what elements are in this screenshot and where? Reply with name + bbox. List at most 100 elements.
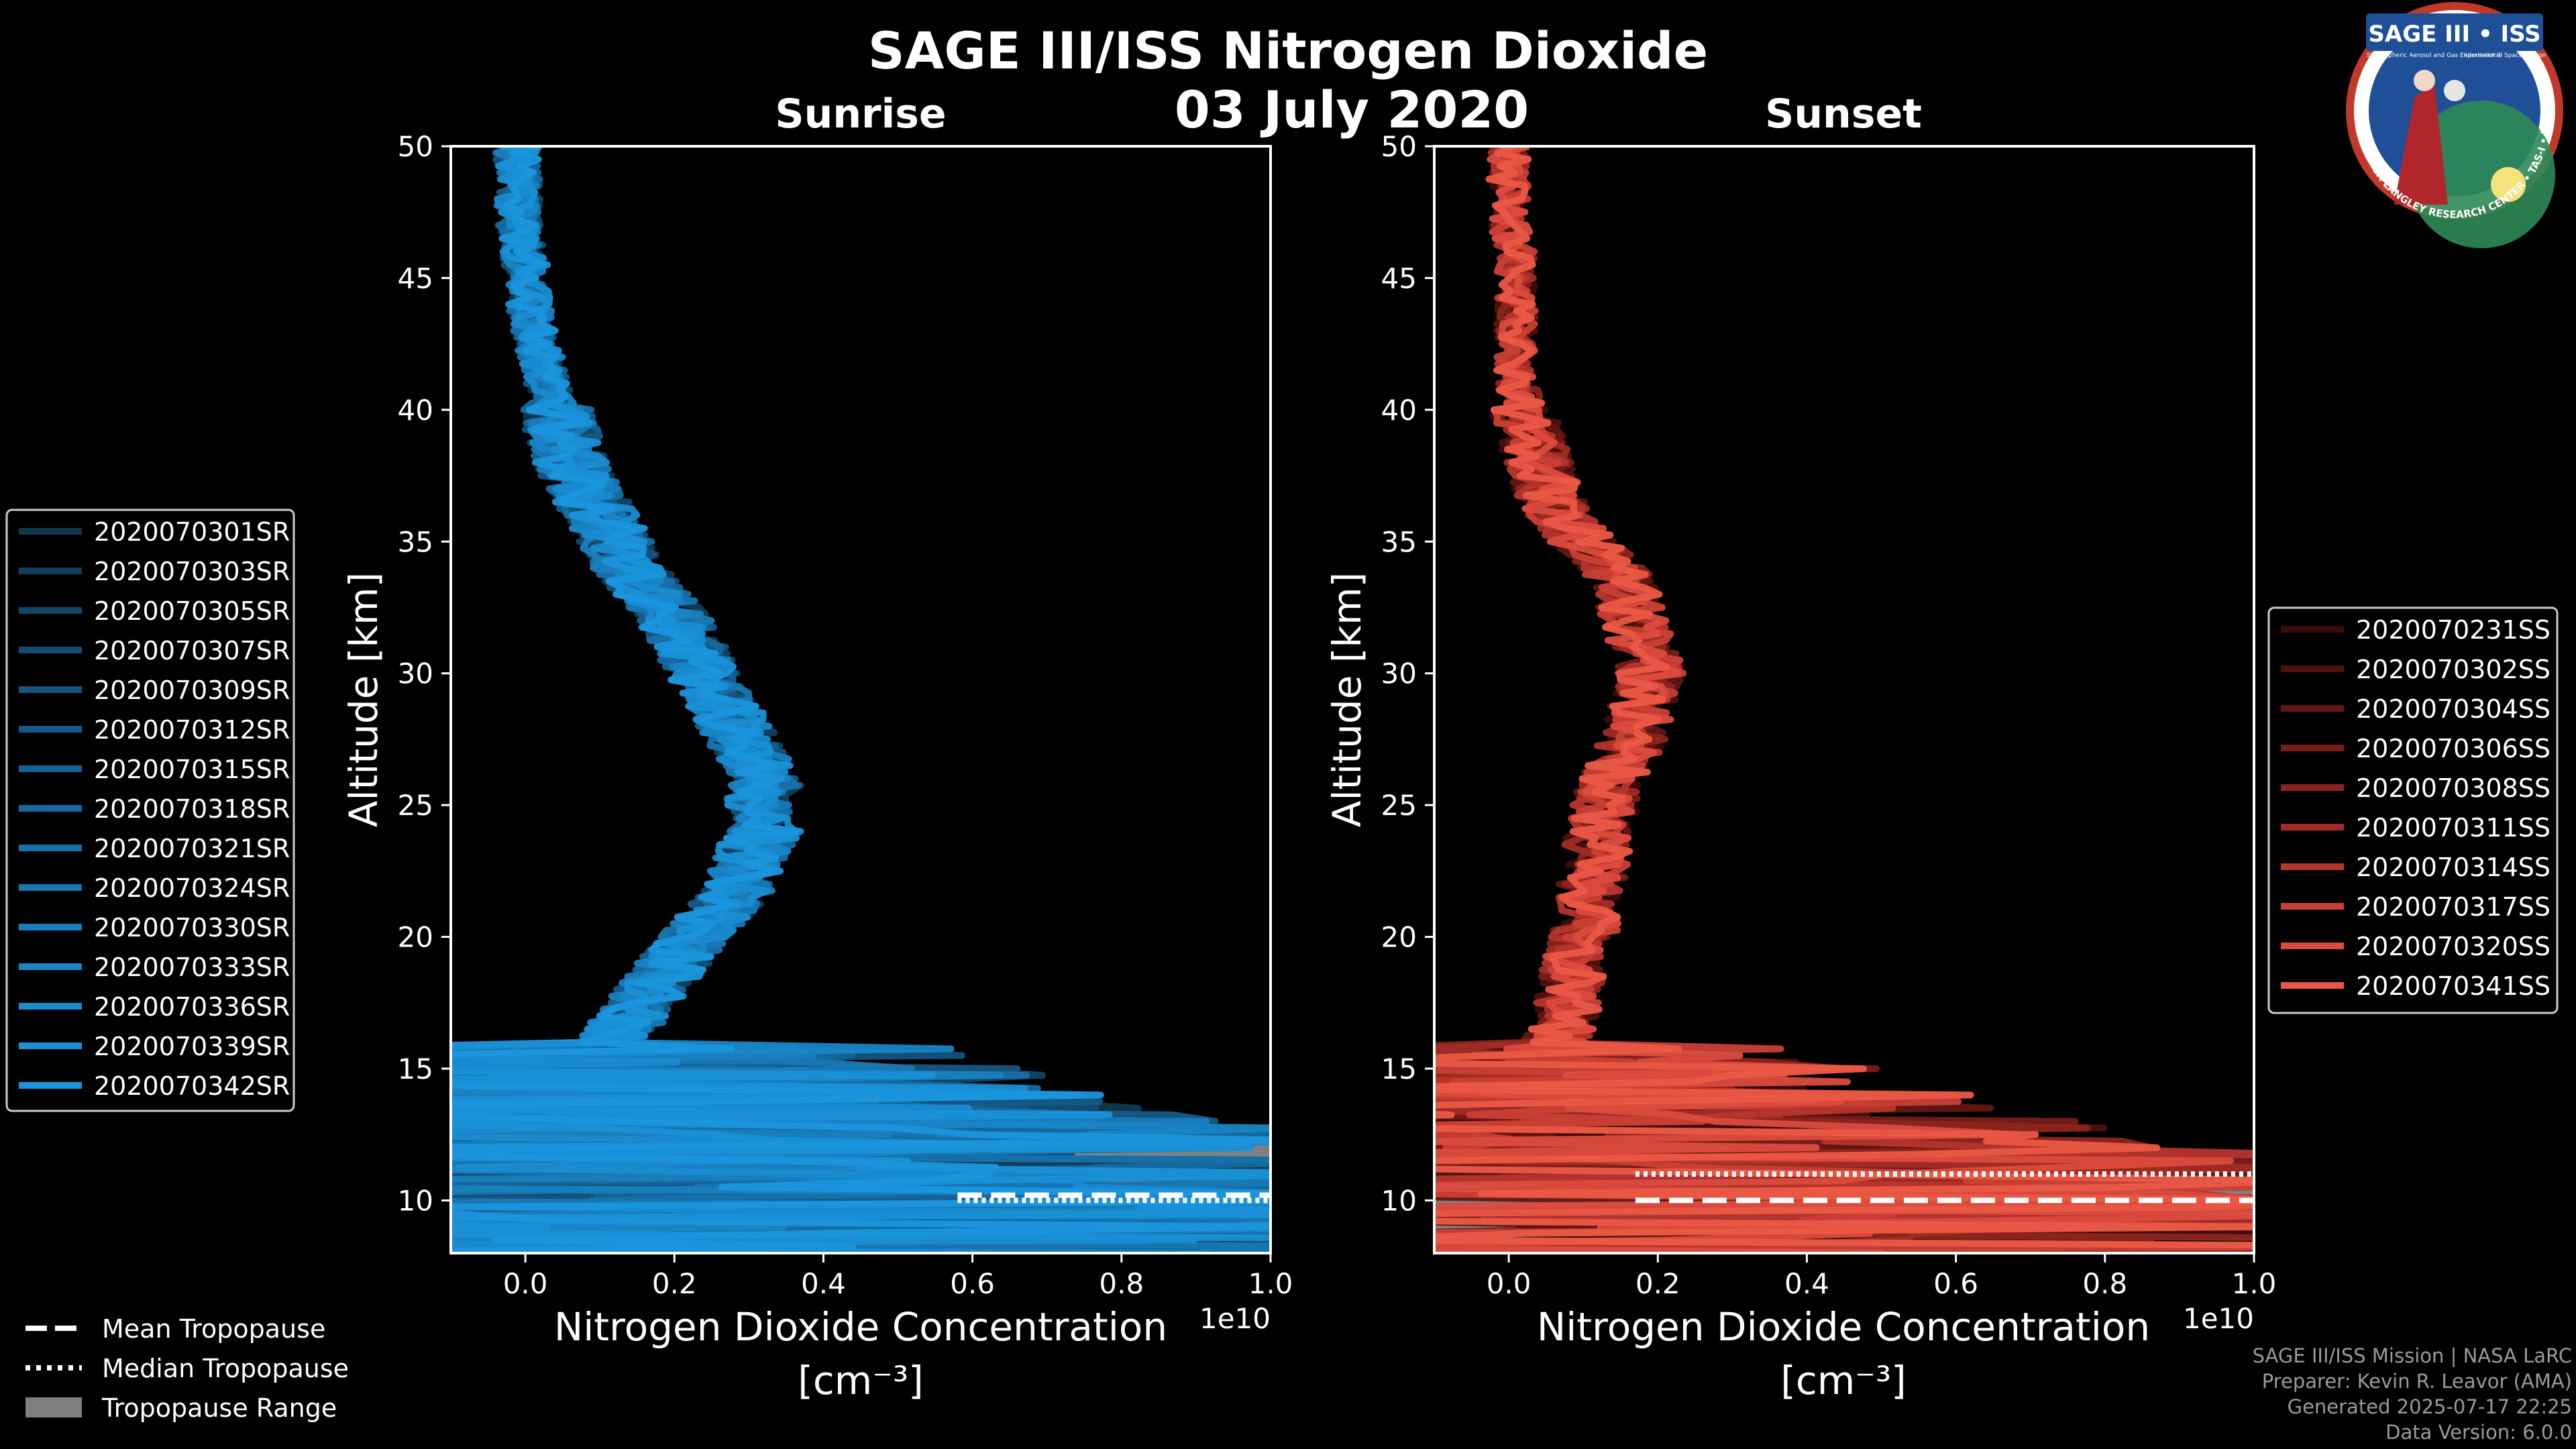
sunrise-plot-area <box>451 146 1271 1253</box>
sunset-legend-label: 2020070341SS <box>2356 971 2551 1001</box>
sunset-subtitle: Sunset <box>1765 91 1922 138</box>
sunset-xtick-label: 0.4 <box>1784 1267 1829 1300</box>
sunrise-ytick-label: 20 <box>398 921 433 954</box>
sunrise-legend-label: 2020070333SR <box>94 953 290 982</box>
sunrise-legend-box <box>5 508 295 1112</box>
sunrise-panel: Sunrise 0.0 0.2 0.4 0.6 0.8 1.0 10 15 20 25 30 35 40… <box>341 91 1293 1403</box>
sunrise-ticks: 0.0 0.2 0.4 0.6 0.8 1.0 10 15 20 25 30 35 40 45 50 <box>398 130 1293 1300</box>
sunrise-ytick-label: 35 <box>398 525 433 558</box>
sunset-legend-label: 2020070306SS <box>2356 734 2551 763</box>
sunset-legend: 2020070231SS 2020070302SS 2020070304SS 2020… <box>2267 606 2559 1014</box>
sunset-legend-label: 2020070314SS <box>2356 853 2551 882</box>
sunrise-legend-label: 2020070330SR <box>94 913 290 943</box>
sunset-ytick-label: 10 <box>1381 1184 1417 1217</box>
logo-title: SAGE III • ISS <box>2368 21 2540 48</box>
sunrise-ytick-label: 10 <box>398 1184 433 1217</box>
sunset-x-offset: 1e10 <box>2183 1302 2254 1335</box>
sunrise-legend: 2020070301SR 2020070303SR 2020070305SR 2020… <box>5 508 295 1112</box>
sunrise-ytick-label: 15 <box>398 1053 433 1085</box>
sunrise-legend-label: 2020070309SR <box>94 676 290 705</box>
sunrise-xtick-label: 0.4 <box>801 1267 846 1300</box>
credit-line: Data Version: 6.0.0 <box>2385 1421 2572 1444</box>
sunrise-legend-label: 2020070342SR <box>94 1071 290 1101</box>
logo-subtitle-2: International Space Station <box>2464 52 2546 59</box>
sunrise-legend-label: 2020070303SR <box>94 557 290 586</box>
sunset-panel: Sunset 0.0 0.2 0.4 0.6 0.8 1.0 10 15 20 25 30 35 40 4… <box>1324 91 2277 1403</box>
sunrise-x-label: Nitrogen Dioxide Concentration <box>554 1304 1167 1350</box>
sunset-legend-label: 2020070231SS <box>2356 615 2551 645</box>
sunrise-ytick-label: 25 <box>398 789 433 822</box>
sunrise-legend-label: 2020070312SR <box>94 715 290 745</box>
credit-line: SAGE III/ISS Mission | NASA LaRC <box>2252 1344 2572 1367</box>
sunrise-xtick-label: 0.2 <box>652 1267 697 1300</box>
credits: SAGE III/ISS Mission | NASA LaRC Prepare… <box>2253 1343 2572 1445</box>
sunset-ytick-label: 15 <box>1381 1053 1417 1085</box>
credit-line: Generated 2025-07-17 22:25 <box>2287 1395 2572 1418</box>
sunrise-legend-label: 2020070315SR <box>94 755 290 784</box>
logo-earth <box>2408 101 2555 248</box>
sunset-xtick-label: 0.2 <box>1635 1267 1680 1300</box>
sage-logo: SAGE III • ISS Stratospheric Aerosol and… <box>2346 2 2563 248</box>
sunset-xtick-label: 0.8 <box>2082 1267 2127 1300</box>
sunset-profile-2020070341SS <box>1434 146 2254 1249</box>
sunset-legend-label: 2020070320SS <box>2356 932 2551 961</box>
sunrise-ytick-label: 45 <box>398 262 433 294</box>
sunset-ytick-label: 35 <box>1381 525 1417 558</box>
logo-subtitle: Stratospheric Aerosol and Gas Experiment… <box>2367 52 2502 59</box>
sunset-y-label: Altitude [km] <box>1324 572 1370 827</box>
sunrise-ytick-label: 30 <box>398 657 433 690</box>
sunrise-ytick-label: 50 <box>398 130 433 163</box>
sunset-ytick-label: 20 <box>1381 921 1417 954</box>
sunset-legend-label: 2020070308SS <box>2356 773 2551 803</box>
sunrise-legend-label: 2020070324SR <box>94 873 290 903</box>
sunset-ytick-label: 45 <box>1381 262 1417 294</box>
sunrise-legend-label: 2020070318SR <box>94 794 290 824</box>
sunrise-profile-2020070336SR <box>451 146 1271 1253</box>
sunset-legend-label: 2020070304SS <box>2356 694 2551 724</box>
sunrise-legend-label: 2020070301SR <box>94 517 290 547</box>
sunrise-y-label: Altitude [km] <box>341 572 386 827</box>
logo-sun <box>2491 167 2526 202</box>
sunrise-profiles <box>451 146 1271 1253</box>
sunset-legend-label: 2020070311SS <box>2356 813 2551 843</box>
sunrise-subtitle: Sunrise <box>775 91 946 138</box>
logo-figure-head <box>2414 70 2435 91</box>
sunset-x-label: Nitrogen Dioxide Concentration <box>1537 1304 2150 1350</box>
sunrise-legend-label: 2020070339SR <box>94 1032 290 1061</box>
sunrise-xtick-label: 0.0 <box>503 1267 548 1300</box>
sunset-ytick-label: 40 <box>1381 394 1417 427</box>
tropopause-legend-label: Tropopause Range <box>101 1393 337 1423</box>
sunrise-legend-label: 2020070307SR <box>94 636 290 665</box>
sunset-ytick-label: 25 <box>1381 789 1417 822</box>
sunset-ytick-label: 30 <box>1381 657 1417 690</box>
sunset-xtick-label: 1.0 <box>2232 1267 2277 1300</box>
sunset-plot-area <box>1434 146 2254 1253</box>
sunset-ytick-label: 50 <box>1381 130 1417 163</box>
figure-title: SAGE III/ISS Nitrogen Dioxide <box>868 21 1708 80</box>
sunset-profile-2020070302SS <box>1434 146 2254 1253</box>
sunrise-axes-frame <box>449 145 1272 1254</box>
tropopause-legend-label: Median Tropopause <box>102 1354 349 1383</box>
sunset-legend-label: 2020070317SS <box>2356 892 2551 922</box>
sunrise-legend-label: 2020070321SR <box>94 834 290 863</box>
sunset-ticks: 0.0 0.2 0.4 0.6 0.8 1.0 10 15 20 25 30 35 40 45 50 <box>1381 130 2277 1300</box>
tropopause-legend: Mean Tropopause Median Tropopause Tropopau… <box>25 1314 349 1423</box>
sunrise-legend-label: 2020070336SR <box>94 992 290 1022</box>
sunrise-tropopause-lines <box>957 1192 1271 1203</box>
logo-moon <box>2444 80 2465 101</box>
sunset-profile-2020070320SS <box>1434 146 2254 1253</box>
tropopause-legend-label: Mean Tropopause <box>102 1314 325 1344</box>
sunrise-x-offset: 1e10 <box>1199 1302 1271 1335</box>
sunset-profiles <box>1434 146 2254 1253</box>
logo-title-bar <box>2366 13 2543 51</box>
sunset-profile-2020070306SS <box>1434 146 2254 1253</box>
sunrise-xtick-label: 0.6 <box>950 1267 995 1300</box>
sunrise-xtick-label: 1.0 <box>1248 1267 1293 1300</box>
logo-figure <box>2394 84 2448 205</box>
sunset-legend-label: 2020070302SS <box>2356 655 2551 684</box>
sunset-tropopause-lines <box>1635 1171 2254 1203</box>
sunrise-profile-2020070342SR <box>451 146 1271 1253</box>
sunset-xtick-label: 0.6 <box>1933 1267 1978 1300</box>
credit-line: Preparer: Kevin R. Leavor (AMA) <box>2261 1370 2572 1393</box>
